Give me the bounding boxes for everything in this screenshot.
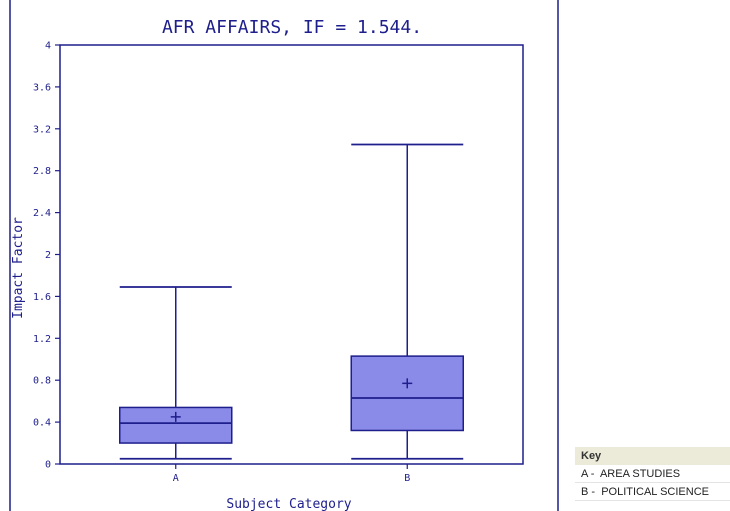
key-label: AREA STUDIES bbox=[599, 468, 681, 480]
key-code: A bbox=[581, 468, 588, 480]
key-item-a: A - AREA STUDIES bbox=[575, 465, 730, 483]
y-tick-label: 0 bbox=[45, 460, 51, 471]
y-tick-label: 0.8 bbox=[33, 376, 51, 387]
y-tick-label: 2.8 bbox=[33, 166, 51, 177]
y-axis-label: Impact Factor bbox=[11, 217, 26, 319]
x-tick-label: A bbox=[173, 473, 179, 484]
y-tick-label: 3.2 bbox=[33, 124, 51, 135]
y-tick-label: 2 bbox=[45, 250, 51, 261]
key-title: Key bbox=[575, 447, 730, 465]
key-panel: Key A - AREA STUDIES B - POLITICAL SCIEN… bbox=[575, 447, 730, 501]
y-tick-label: 0.4 bbox=[33, 418, 51, 429]
y-tick-label: 4 bbox=[45, 41, 51, 52]
chart-frame: AFR AFFAIRS, IF = 1.544. Impact Factor S… bbox=[9, 0, 559, 511]
chart-marks: 0 0.4 0.8 1.2 1.6 2 2.4 2.8 3.2 3.6 4 A B bbox=[33, 41, 464, 484]
key-code: B bbox=[581, 486, 589, 498]
chart-title: AFR AFFAIRS, IF = 1.544. bbox=[162, 17, 422, 38]
box-plot-chart: AFR AFFAIRS, IF = 1.544. Impact Factor S… bbox=[9, 0, 559, 511]
key-item-b: B - POLITICAL SCIENCE bbox=[575, 483, 730, 501]
y-tick-label: 3.6 bbox=[33, 82, 51, 93]
x-axis-label: Subject Category bbox=[226, 497, 351, 511]
iqr-box bbox=[350, 355, 464, 432]
x-tick-label: B bbox=[404, 473, 410, 484]
key-label: POLITICAL SCIENCE bbox=[601, 486, 709, 498]
y-tick-label: 2.4 bbox=[33, 208, 51, 219]
y-tick-label: 1.6 bbox=[33, 292, 51, 303]
y-tick-label: 1.2 bbox=[33, 334, 51, 345]
